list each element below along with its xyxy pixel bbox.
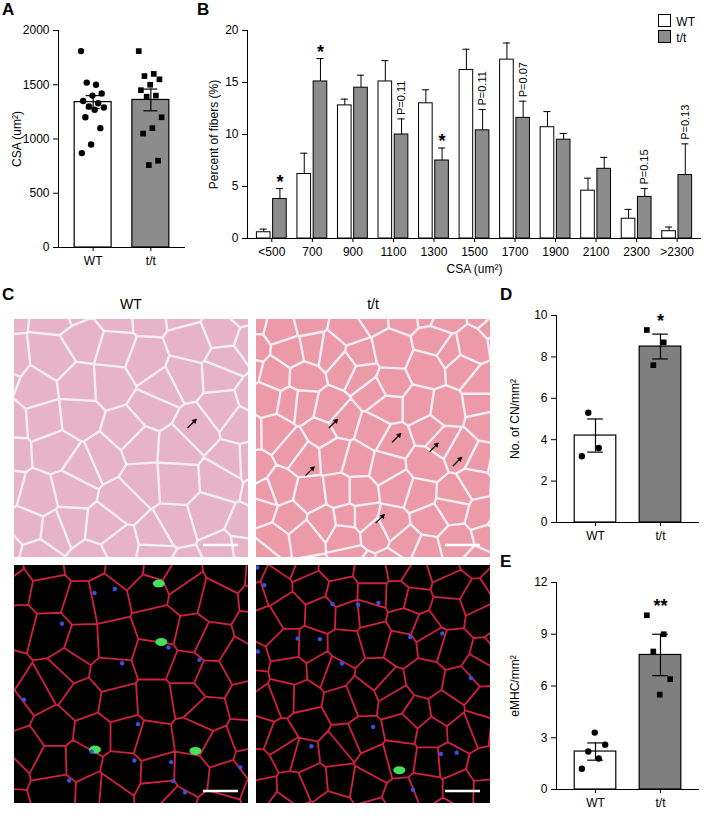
svg-text:2100: 2100 [583, 245, 610, 259]
svg-text:*: * [657, 311, 664, 331]
svg-text:15: 15 [225, 75, 239, 89]
svg-text:9: 9 [541, 627, 548, 641]
svg-text:900: 900 [343, 245, 363, 259]
svg-text:CSA (um²): CSA (um²) [446, 262, 502, 276]
svg-text:1100: 1100 [381, 245, 407, 259]
svg-text:<500: <500 [258, 245, 285, 259]
svg-text:6: 6 [541, 391, 548, 405]
svg-text:>2300: >2300 [660, 245, 694, 259]
svg-text:4: 4 [541, 433, 548, 447]
svg-text:700: 700 [302, 245, 322, 259]
svg-text:2300: 2300 [623, 245, 650, 259]
svg-text:0: 0 [232, 231, 239, 245]
svg-text:t/t: t/t [367, 296, 379, 312]
svg-text:WT: WT [84, 254, 103, 268]
svg-text:1700: 1700 [502, 245, 529, 259]
svg-text:2: 2 [541, 474, 548, 488]
svg-text:1500: 1500 [23, 78, 50, 92]
svg-text:1000: 1000 [23, 132, 50, 146]
svg-text:eMHC/mm²: eMHC/mm² [508, 655, 522, 716]
svg-text:t/t: t/t [655, 529, 666, 543]
svg-text:P=0.11: P=0.11 [476, 71, 488, 105]
svg-text:*: * [439, 131, 446, 151]
svg-text:5: 5 [232, 179, 239, 193]
svg-text:t/t: t/t [655, 796, 666, 810]
svg-text:10: 10 [225, 127, 239, 141]
svg-text:WT: WT [120, 296, 142, 312]
svg-text:500: 500 [29, 186, 49, 200]
html-text:D: D [500, 285, 513, 304]
svg-text:20: 20 [225, 23, 239, 37]
svg-text:*: * [276, 172, 283, 192]
svg-text:P=0.11: P=0.11 [395, 81, 407, 115]
svg-text:P=0.07: P=0.07 [517, 62, 529, 97]
svg-text:2000: 2000 [23, 23, 50, 37]
svg-text:8: 8 [541, 350, 548, 364]
svg-text:12: 12 [534, 575, 548, 589]
html-text:B: B [197, 0, 210, 19]
svg-text:10: 10 [534, 308, 548, 322]
svg-text:1300: 1300 [421, 245, 448, 259]
svg-text:P=0.15: P=0.15 [638, 149, 650, 184]
html-text:t/t: t/t [676, 31, 687, 45]
svg-text:1500: 1500 [461, 245, 488, 259]
svg-text:**: ** [653, 596, 667, 616]
svg-text:t/t: t/t [146, 254, 157, 268]
svg-text:Percent of fibers (%): Percent of fibers (%) [207, 80, 221, 189]
html-text:C: C [2, 285, 15, 304]
svg-text:0: 0 [43, 240, 50, 254]
svg-text:1900: 1900 [542, 245, 569, 259]
svg-text:6: 6 [541, 679, 548, 693]
svg-text:CSA (um²): CSA (um²) [10, 111, 24, 167]
svg-text:WT: WT [586, 796, 605, 810]
html-text:E: E [500, 552, 512, 571]
svg-text:0: 0 [541, 515, 548, 529]
svg-text:WT: WT [586, 529, 605, 543]
svg-text:No. of CN/mm²: No. of CN/mm² [508, 379, 522, 459]
svg-text:0: 0 [541, 782, 548, 796]
svg-text:*: * [317, 42, 324, 62]
html-text:A: A [2, 0, 15, 19]
svg-text:3: 3 [541, 731, 548, 745]
svg-text:P=0.13: P=0.13 [679, 105, 691, 140]
html-text:WT: WT [676, 15, 695, 29]
